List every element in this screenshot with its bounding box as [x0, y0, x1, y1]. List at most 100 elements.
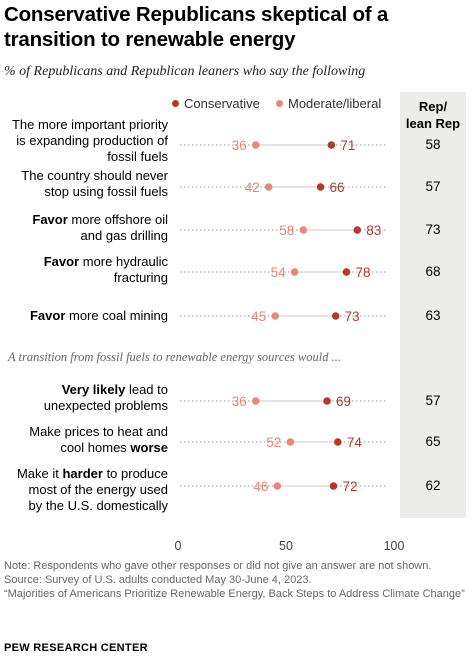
- section-note: A transition from fossil fuels to renewa…: [8, 350, 341, 364]
- row-label: The more important priority is expanding …: [12, 117, 168, 165]
- row-label-emphasis: worse: [130, 440, 168, 455]
- x-tick-label: 100: [384, 539, 405, 553]
- legend-conservative-label: Conservative: [184, 96, 260, 111]
- row-label-line: and gas drilling: [32, 228, 168, 244]
- row-label-text: is expanding production of: [16, 133, 168, 148]
- legend-moderate: Moderate/liberal: [276, 96, 381, 111]
- row-label-emphasis: Very likely: [61, 382, 126, 397]
- row-label-text: and gas drilling: [80, 228, 168, 243]
- row-label-line: unexpected problems: [44, 398, 168, 414]
- row-label-emphasis: harder: [62, 466, 103, 481]
- row-label-text: lead to: [125, 382, 168, 397]
- moderate-value-label: 36: [232, 138, 247, 153]
- conservative-value-label: 69: [336, 394, 351, 409]
- conservative-value-label: 78: [355, 265, 370, 280]
- conservative-point: [334, 438, 342, 446]
- rep-lean-rep-value: 57: [425, 179, 441, 194]
- legend-conservative: Conservative: [172, 96, 260, 111]
- moderate-value-label: 52: [266, 435, 281, 450]
- row-label-text: stop using fossil fuels: [44, 184, 168, 199]
- row-label-line: The more important priority: [12, 117, 168, 133]
- conservative-dot-icon: [172, 100, 179, 107]
- moderate-value-label: 58: [279, 223, 294, 238]
- row-label: Make prices to heat and cool homes worse: [29, 424, 168, 456]
- row-label: Make it harder to produce most of the ene…: [17, 466, 168, 514]
- row-label: Very likely lead to unexpected problems: [44, 382, 168, 414]
- row-label-line: Make it harder to produce: [17, 466, 168, 482]
- row-label-text: more offshore oil: [67, 212, 168, 227]
- pew-logo-text: PEW RESEARCH CENTER: [4, 642, 148, 654]
- row-label: Favor more coal mining: [30, 308, 168, 324]
- row-label-text: more coal mining: [65, 308, 168, 323]
- conservative-value-label: 66: [330, 180, 345, 195]
- moderate-point: [271, 312, 280, 320]
- row-label-text: cool homes: [60, 440, 131, 455]
- moderate-value-label: 46: [253, 479, 268, 494]
- row-label-line: fossil fuels: [12, 149, 168, 165]
- row-label-text: Make it: [16, 466, 63, 481]
- conservative-value-label: 71: [340, 138, 355, 153]
- row-label-line: cool homes worse: [29, 440, 168, 456]
- rep-lean-rep-value: 73: [425, 222, 441, 237]
- moderate-value-label: 42: [245, 180, 260, 195]
- row-label-line: stop using fossil fuels: [21, 184, 168, 200]
- row-label-emphasis: Favor: [29, 308, 66, 323]
- rep-lean-rep-value: 65: [425, 434, 441, 449]
- row-label-line: Favor more hydraulic: [44, 254, 168, 270]
- rep-lean-rep-value: 63: [425, 308, 441, 323]
- moderate-point: [299, 226, 308, 234]
- rep-header-line-1: Rep/: [418, 99, 448, 114]
- row-label-emphasis: Favor: [32, 212, 68, 227]
- moderate-point: [251, 141, 260, 149]
- chart-subtitle: % of Republicans and Republican leaners …: [4, 64, 366, 79]
- conservative-point: [331, 312, 340, 320]
- rep-lean-rep-value: 62: [425, 478, 441, 493]
- conservative-value-label: 74: [347, 435, 363, 450]
- row-label-line: fracturing: [44, 270, 168, 286]
- conservative-point: [316, 183, 325, 191]
- rep-lean-rep-value: 58: [425, 137, 441, 152]
- row-label-line: by the U.S. domestically: [17, 498, 168, 514]
- rep-header-line-2: lean Rep: [405, 116, 461, 131]
- moderate-point: [251, 397, 260, 405]
- row-label-line: The country should never: [21, 168, 168, 184]
- row-label-text: fracturing: [113, 270, 168, 285]
- conservative-value-label: 73: [345, 309, 360, 324]
- row-label-text: The country should never: [21, 168, 168, 183]
- conservative-point: [329, 482, 338, 490]
- row-label-text: fossil fuels: [107, 149, 168, 164]
- moderate-point: [290, 268, 299, 276]
- row-label: Favor more offshore oil and gas drilling: [32, 212, 168, 244]
- row-label-emphasis: Favor: [43, 254, 80, 269]
- conservative-point: [353, 226, 362, 234]
- note-text: Note: Respondents who gave other respons…: [4, 560, 432, 572]
- row-label-text: unexpected problems: [43, 398, 168, 413]
- row-label-text: more hydraulic: [79, 254, 168, 269]
- moderate-value-label: 36: [232, 394, 247, 409]
- x-tick-label: 0: [175, 539, 182, 553]
- row-label: The country should never stop using fossi…: [21, 168, 168, 200]
- moderate-value-label: 45: [251, 309, 266, 324]
- rep-lean-rep-value: 57: [425, 393, 441, 408]
- row-label-text: Make prices to heat and: [29, 424, 168, 439]
- conservative-point: [327, 141, 336, 149]
- moderate-point: [264, 183, 273, 191]
- rep-lean-rep-value: 68: [425, 264, 441, 279]
- chart-title: Conservative Republicans skeptical of a …: [4, 3, 389, 51]
- row-label-text: to produce: [102, 466, 168, 481]
- x-tick-label: 50: [279, 539, 293, 553]
- conservative-point: [342, 268, 351, 276]
- row-label: Favor more hydraulic fracturing: [44, 254, 168, 286]
- row-label-text: by the U.S. domestically: [28, 498, 168, 513]
- rep-column-header: Rep/ lean Rep: [400, 98, 466, 132]
- row-label-text: most of the energy used: [28, 482, 168, 497]
- legend-moderate-label: Moderate/liberal: [288, 96, 382, 111]
- row-label-text: The more important priority: [11, 117, 168, 132]
- moderate-dot-icon: [276, 100, 283, 107]
- report-text: “Majorities of Americans Prioritize Rene…: [4, 588, 465, 600]
- row-label-line: Very likely lead to: [44, 382, 168, 398]
- row-label-line: most of the energy used: [17, 482, 168, 498]
- row-label-line: Favor more coal mining: [30, 308, 168, 324]
- row-label-line: Make prices to heat and: [29, 424, 168, 440]
